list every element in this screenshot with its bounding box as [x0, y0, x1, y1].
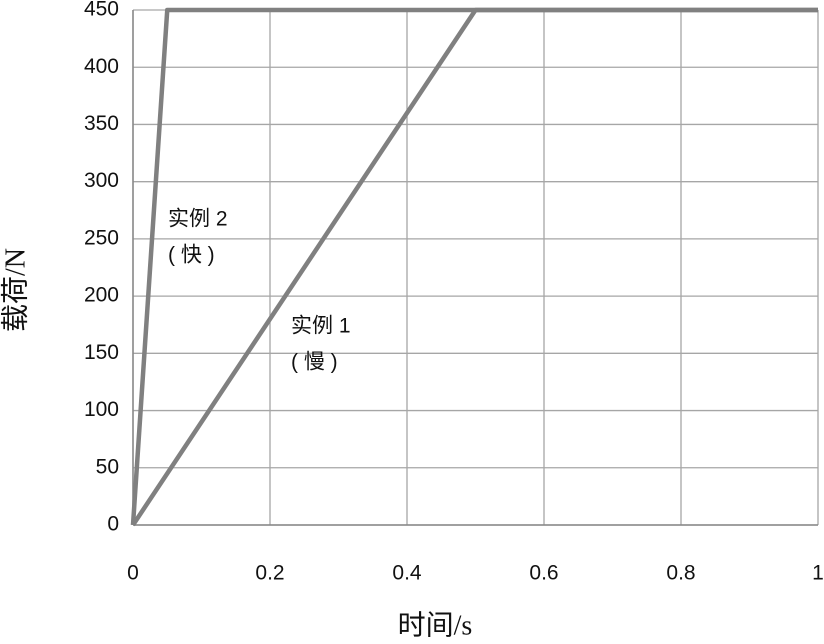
y-tick-label: 100 [84, 398, 119, 421]
x-axis-label: 时间/s [398, 609, 473, 641]
series-note: ( 快 ) [168, 244, 215, 267]
y-tick-label: 400 [84, 55, 119, 78]
y-tick-label: 50 [96, 455, 119, 478]
y-tick-label: 300 [84, 169, 119, 192]
y-tick-label: 450 [84, 0, 119, 21]
y-axis-label: 载荷/N [0, 248, 31, 332]
y-tick-label: 200 [84, 284, 119, 307]
x-tick-label: 1 [812, 562, 824, 585]
y-tick-label: 350 [84, 112, 119, 135]
x-tick-label: 0 [127, 562, 139, 585]
series-note: ( 慢 ) [291, 351, 338, 374]
x-tick-label: 0.6 [529, 562, 558, 585]
y-tick-label: 250 [84, 226, 119, 249]
y-tick-label: 0 [107, 513, 119, 536]
series-label: 实例 1 [291, 315, 351, 338]
x-tick-label: 0.4 [392, 562, 422, 585]
x-tick-label: 0.2 [255, 562, 284, 585]
y-tick-label: 150 [84, 341, 119, 364]
series-line [130, 7, 818, 526]
series-line [131, 7, 818, 527]
series-label: 实例 2 [168, 208, 228, 231]
x-tick-label: 0.8 [666, 562, 695, 585]
